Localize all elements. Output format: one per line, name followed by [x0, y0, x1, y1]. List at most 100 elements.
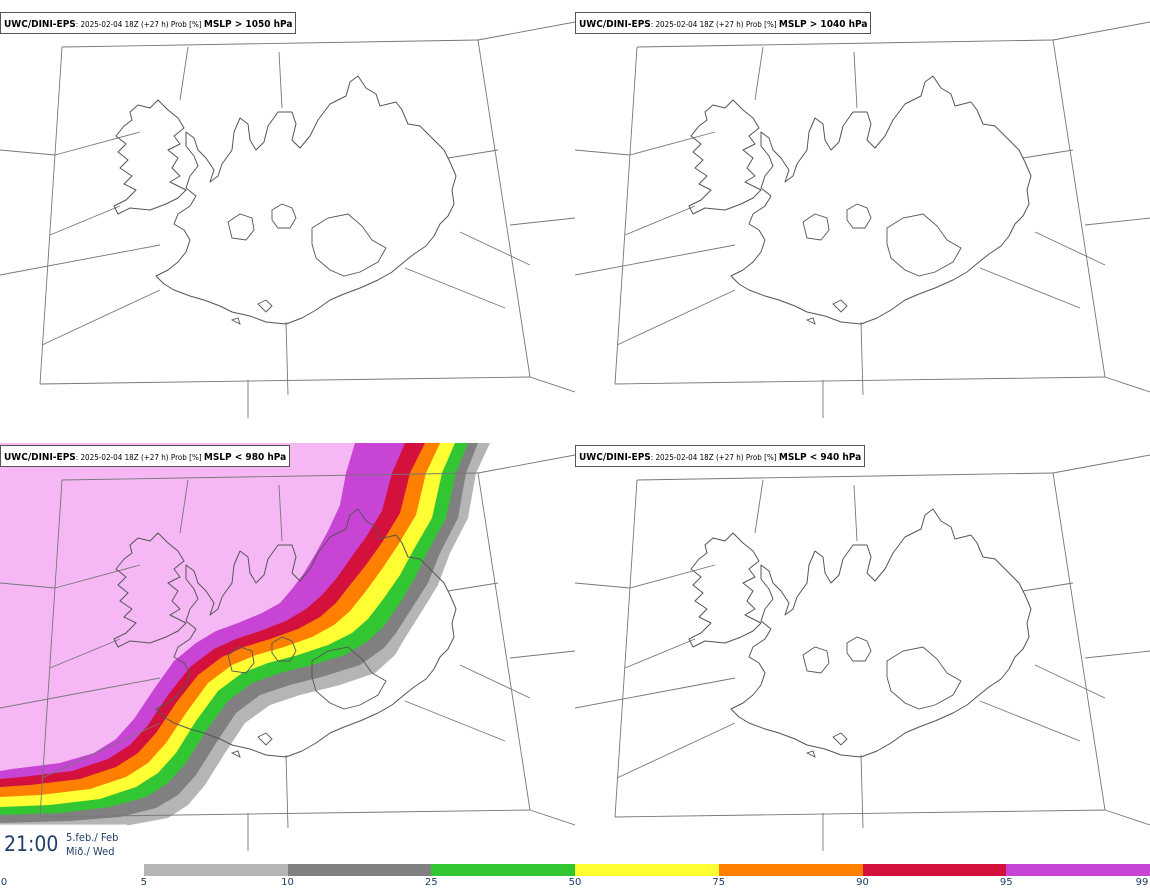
graticule-line — [1104, 809, 1150, 826]
graticule-line — [1084, 217, 1150, 226]
graticule-line — [575, 677, 736, 709]
glacier-outline — [805, 750, 816, 758]
panel-run: : 2025-02-04 18Z (+27 h) Prob [%] — [75, 20, 204, 29]
panel-variable: MSLP < 940 hPa — [778, 452, 862, 463]
graticule-line — [179, 479, 189, 534]
iceland-coastline — [688, 508, 1032, 758]
graticule-line — [1084, 650, 1150, 659]
graticule-line — [624, 205, 696, 236]
glacier-outline — [832, 732, 848, 746]
colorbar-tick-label: 25 — [424, 877, 438, 888]
iceland-coastline — [113, 75, 457, 325]
graticule-line — [285, 754, 289, 829]
panel-run: : 2025-02-04 18Z (+27 h) Prob [%] — [75, 453, 204, 462]
graticule-line — [1052, 472, 1106, 811]
graticule-line — [477, 39, 531, 378]
graticule-line — [61, 472, 479, 481]
colorbar-tick-label: 0 — [0, 877, 8, 888]
glacier-outline — [805, 317, 816, 325]
colorbar-segment-5-10 — [143, 864, 288, 876]
map-canvas — [0, 21, 575, 418]
graticule-line — [575, 149, 631, 156]
graticule-line — [477, 472, 531, 811]
iceland-coastline — [113, 508, 457, 758]
graticule-line — [1052, 39, 1106, 378]
graticule-line — [404, 700, 506, 742]
graticule-line — [629, 131, 716, 156]
colorbar-tick-label: 99 — [1135, 877, 1149, 888]
graticule-line — [1034, 664, 1106, 699]
glacier-outline — [257, 299, 273, 313]
glacier-outline — [227, 213, 255, 241]
graticule-line — [39, 376, 531, 385]
graticule-line — [39, 809, 531, 818]
graticule-line — [1104, 376, 1150, 393]
graticule-line — [1022, 582, 1074, 592]
panel-source: UWC/DINI-EPS — [579, 19, 651, 30]
glacier-outline — [271, 636, 297, 662]
graticule-line — [614, 479, 638, 818]
glacier-outline — [802, 213, 830, 241]
colorbar-segment-10-25 — [287, 864, 432, 876]
graticule-line — [41, 722, 161, 779]
panel-source: UWC/DINI-EPS — [579, 452, 651, 463]
graticule-line — [636, 472, 1054, 481]
glacier-outline — [311, 646, 387, 710]
map-panel-mslp-lt-940: UWC/DINI-EPS: 2025-02-04 18Z (+27 h) Pro… — [575, 433, 1150, 863]
graticule-line — [459, 231, 531, 266]
glacier-outline — [886, 213, 962, 277]
panel-source: UWC/DINI-EPS — [4, 452, 76, 463]
panel-source: UWC/DINI-EPS — [4, 19, 76, 30]
graticule-line — [0, 677, 161, 709]
glacier-outline — [802, 646, 830, 674]
map-canvas — [0, 443, 575, 851]
colorbar-tick-label: 50 — [568, 877, 582, 888]
graticule-line — [529, 809, 575, 826]
panel-variable: MSLP > 1040 hPa — [778, 19, 868, 30]
map-panel-mslp-gt-1040: UWC/DINI-EPS: 2025-02-04 18Z (+27 h) Pro… — [575, 0, 1150, 430]
graticule-line — [979, 267, 1081, 309]
graticule-line — [54, 564, 141, 589]
graticule-line — [616, 289, 736, 346]
graticule-line — [616, 722, 736, 779]
graticule-line — [49, 205, 121, 236]
valid-date-day: 5.feb./ Feb — [66, 831, 119, 844]
map-panel-mslp-gt-1050: UWC/DINI-EPS: 2025-02-04 18Z (+27 h) Pro… — [0, 0, 575, 430]
colorbar-segment-25-50 — [431, 864, 575, 876]
colorbar-segment-90-95 — [862, 864, 1007, 876]
graticule-line — [179, 46, 189, 101]
panel-run: : 2025-02-04 18Z (+27 h) Prob [%] — [650, 453, 779, 462]
glacier-outline — [846, 636, 872, 662]
graticule-line — [860, 754, 864, 829]
graticule-line — [636, 39, 1054, 48]
graticule-line — [447, 582, 499, 592]
map-canvas — [575, 454, 1150, 851]
graticule-line — [529, 376, 575, 393]
graticule-line — [754, 46, 764, 101]
valid-time: 21:00 — [4, 832, 59, 856]
graticule-line — [1052, 21, 1150, 41]
graticule-line — [1034, 231, 1106, 266]
panel-title: UWC/DINI-EPS: 2025-02-04 18Z (+27 h) Pro… — [0, 12, 297, 34]
panel-title: UWC/DINI-EPS: 2025-02-04 18Z (+27 h) Pro… — [0, 445, 291, 467]
graticule-line — [509, 217, 575, 226]
graticule-line — [477, 21, 575, 41]
colorbar-segment-75-90 — [718, 864, 863, 876]
graticule-line — [575, 244, 736, 276]
valid-time-box: 21:00 5.feb./ Feb Mið./ Wed — [0, 824, 127, 865]
glacier-outline — [311, 213, 387, 277]
graticule-line — [447, 149, 499, 159]
glacier-outline — [230, 317, 241, 325]
colorbar-tick-label: 90 — [856, 877, 869, 888]
graticule-line — [860, 321, 864, 396]
graticule-line — [278, 51, 283, 109]
glacier-outline — [257, 732, 273, 746]
graticule-line — [614, 46, 638, 385]
panel-title: UWC/DINI-EPS: 2025-02-04 18Z (+27 h) Pro… — [575, 12, 872, 34]
iceland-coastline — [688, 75, 1032, 325]
graticule-line — [853, 484, 858, 542]
panel-variable: MSLP < 980 hPa — [203, 452, 287, 463]
graticule-line — [39, 46, 63, 385]
panel-variable: MSLP > 1050 hPa — [203, 19, 293, 30]
graticule-line — [624, 638, 696, 669]
